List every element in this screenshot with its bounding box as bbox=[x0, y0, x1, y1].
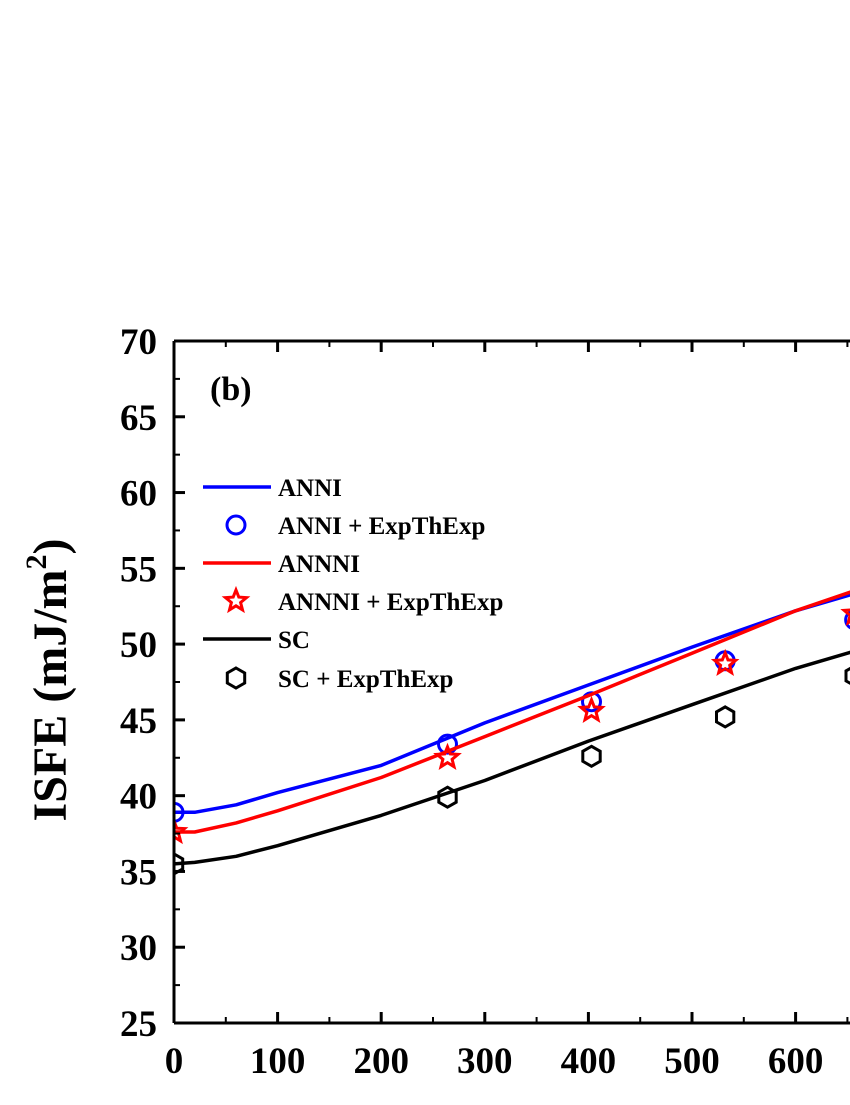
data-point-anni-expthexp bbox=[174, 801, 185, 823]
y-tick-label: 35 bbox=[120, 852, 157, 893]
legend-label: ANNI + ExpThExp bbox=[278, 513, 485, 540]
data-point-anni-expthexp bbox=[844, 610, 850, 630]
x-tick-label: 0 bbox=[165, 1041, 184, 1082]
data-point-sc-expthexp bbox=[437, 785, 458, 809]
legend-label: ANNI bbox=[278, 475, 342, 502]
x-tick-label: 400 bbox=[561, 1041, 617, 1082]
y-tick-label: 50 bbox=[120, 625, 157, 666]
legend-swatch-marker bbox=[225, 666, 247, 690]
legend-label: SC bbox=[278, 627, 310, 654]
x-tick-label: 500 bbox=[664, 1041, 720, 1082]
y-tick-label: 30 bbox=[120, 928, 157, 969]
legend-entry: ANNI + ExpThExp bbox=[225, 513, 485, 540]
y-tick-label: 65 bbox=[120, 398, 157, 439]
data-point-sc-expthexp bbox=[715, 705, 736, 729]
x-tick-label: 600 bbox=[768, 1041, 824, 1082]
legend-label: SC + ExpThExp bbox=[278, 666, 453, 693]
series-line-anni bbox=[174, 593, 850, 815]
panel-label: (b) bbox=[210, 371, 252, 408]
legend-label: ANNNI bbox=[278, 551, 360, 578]
data-point-annni-expthexp bbox=[840, 608, 850, 626]
legend-entry: ANNNI + ExpThExp bbox=[221, 585, 503, 616]
y-tick-label: 60 bbox=[120, 474, 157, 515]
data-point-annni-expthexp bbox=[174, 816, 189, 845]
y-tick-label: 40 bbox=[120, 777, 157, 818]
data-point-sc-expthexp bbox=[581, 744, 602, 769]
y-axis-title: ISFE (mJ/m2) bbox=[20, 539, 77, 822]
legend-entry: SC bbox=[203, 627, 310, 654]
data-point-sc-expthexp bbox=[174, 852, 185, 876]
x-tick-label: 200 bbox=[353, 1041, 409, 1082]
y-tick-label: 25 bbox=[120, 1004, 157, 1045]
data-point-annni-expthexp bbox=[433, 742, 462, 770]
legend-swatch-marker bbox=[221, 585, 251, 614]
series-line-sc bbox=[174, 650, 850, 866]
legend-entry: ANNNI bbox=[203, 551, 360, 578]
legend-entry: SC + ExpThExp bbox=[225, 666, 453, 693]
y-tick-label: 55 bbox=[120, 549, 157, 590]
data-point-annni-expthexp bbox=[577, 695, 606, 723]
y-tick-label: 70 bbox=[120, 322, 157, 363]
legend-label: ANNNI + ExpThExp bbox=[278, 589, 503, 616]
data-point-sc-expthexp bbox=[844, 666, 850, 685]
legend-swatch-marker bbox=[225, 514, 247, 536]
data-point-annni-expthexp bbox=[710, 648, 740, 677]
x-tick-label: 300 bbox=[457, 1041, 513, 1082]
x-tick-label: 100 bbox=[250, 1041, 306, 1082]
series-line-annni bbox=[174, 590, 850, 834]
y-tick-label: 45 bbox=[120, 701, 157, 742]
legend-entry: ANNI bbox=[203, 475, 342, 502]
